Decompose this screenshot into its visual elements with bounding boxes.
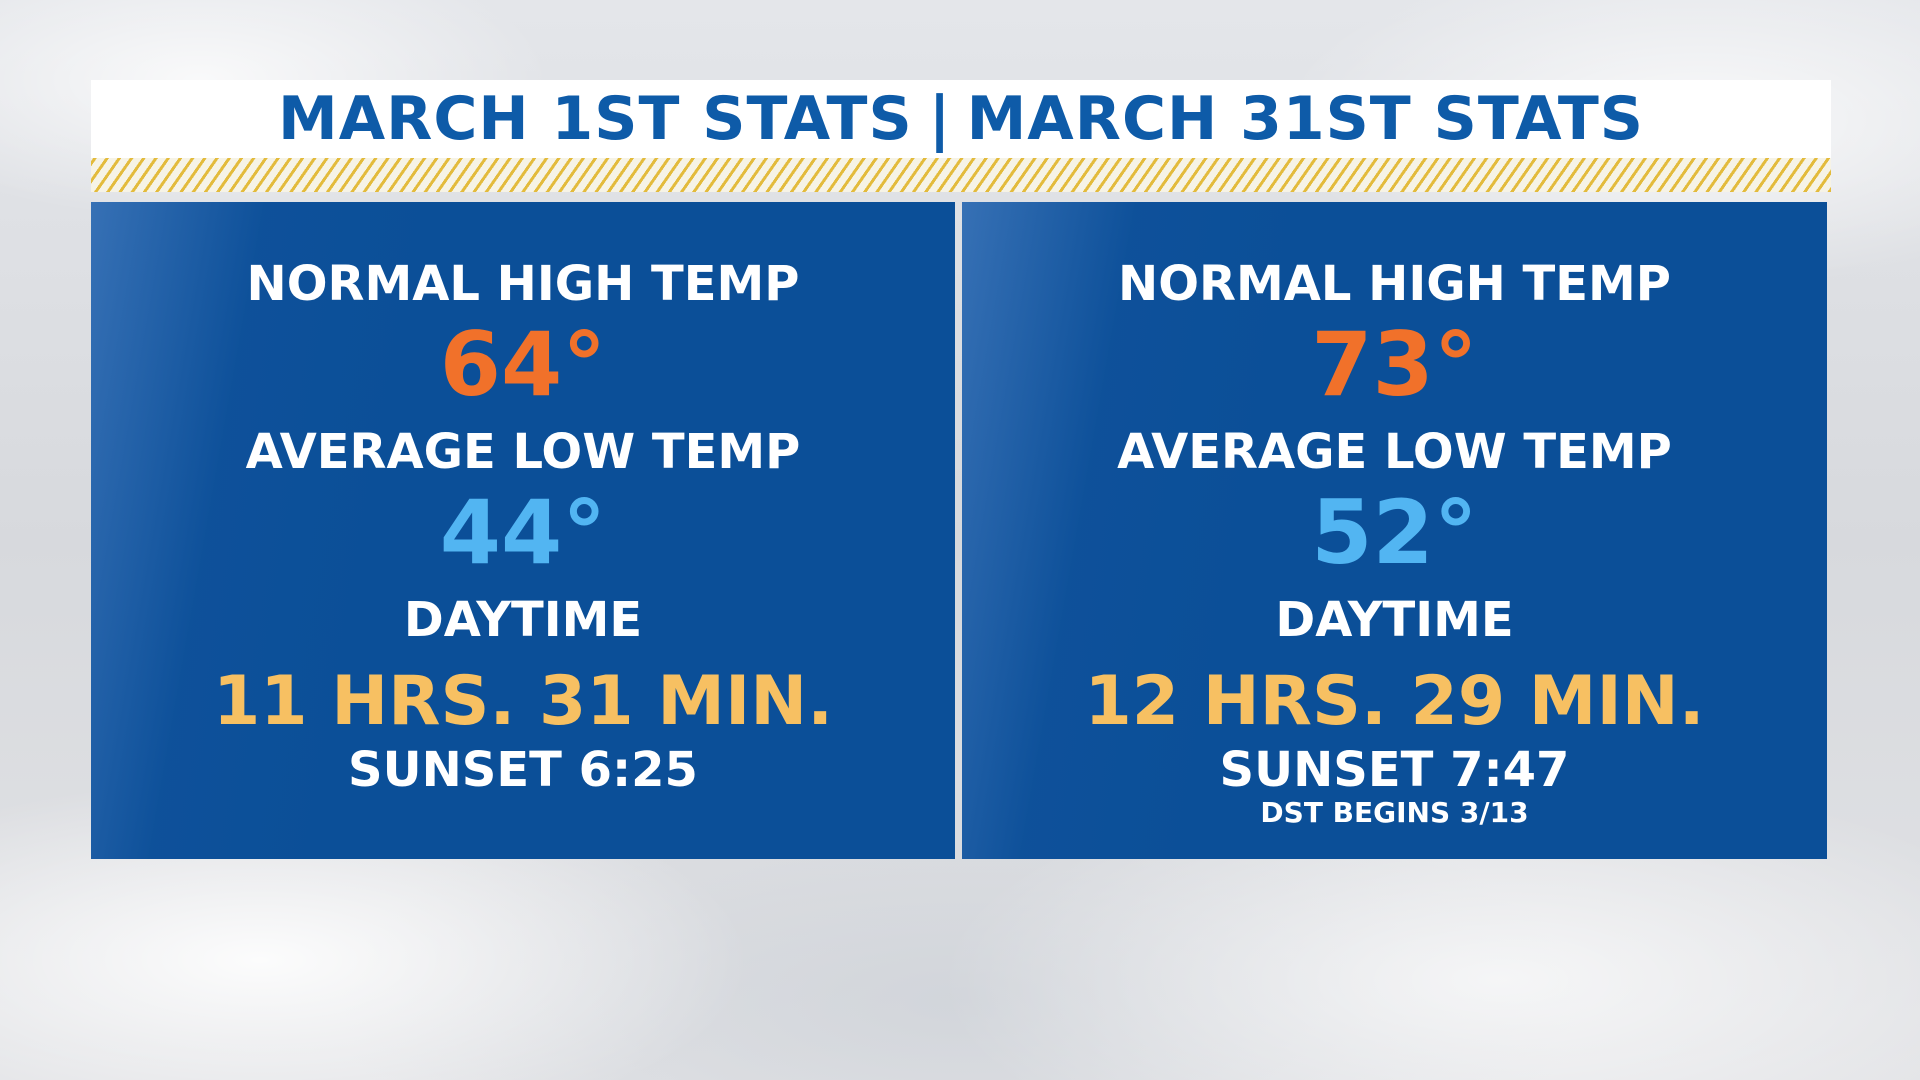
daytime-value: 11 HRS. 31 MIN. xyxy=(212,662,834,741)
normal-high-label: NORMAL HIGH TEMP xyxy=(1118,256,1671,312)
march-31st-panel: NORMAL HIGH TEMP 73° AVERAGE LOW TEMP 52… xyxy=(962,202,1827,859)
average-low-value: 44° xyxy=(439,481,607,584)
normal-high-label: NORMAL HIGH TEMP xyxy=(246,256,800,312)
daytime-label: DAYTIME xyxy=(403,592,643,648)
dst-note: DST BEGINS 3/13 xyxy=(1260,796,1529,829)
average-low-value: 52° xyxy=(1311,481,1478,584)
daytime-value: 12 HRS. 29 MIN. xyxy=(1084,662,1705,741)
daytime-label: DAYTIME xyxy=(1275,592,1514,648)
average-low-label: AVERAGE LOW TEMP xyxy=(1117,424,1672,480)
normal-high-value: 73° xyxy=(1311,313,1478,416)
right-title: MARCH 31ST STATS xyxy=(966,84,1644,154)
average-low-label: AVERAGE LOW TEMP xyxy=(245,424,801,480)
left-title: MARCH 1ST STATS xyxy=(278,84,913,154)
sunset-time: SUNSET 7:47 xyxy=(1219,742,1570,798)
hatched-stripe xyxy=(91,158,1831,192)
title-bar: MARCH 1ST STATS | MARCH 31ST STATS xyxy=(91,80,1831,158)
normal-high-value: 64° xyxy=(439,313,607,416)
march-1st-panel: NORMAL HIGH TEMP 64° AVERAGE LOW TEMP 44… xyxy=(91,202,955,859)
sunset-time: SUNSET 6:25 xyxy=(348,742,698,798)
title-divider: | xyxy=(928,84,951,154)
